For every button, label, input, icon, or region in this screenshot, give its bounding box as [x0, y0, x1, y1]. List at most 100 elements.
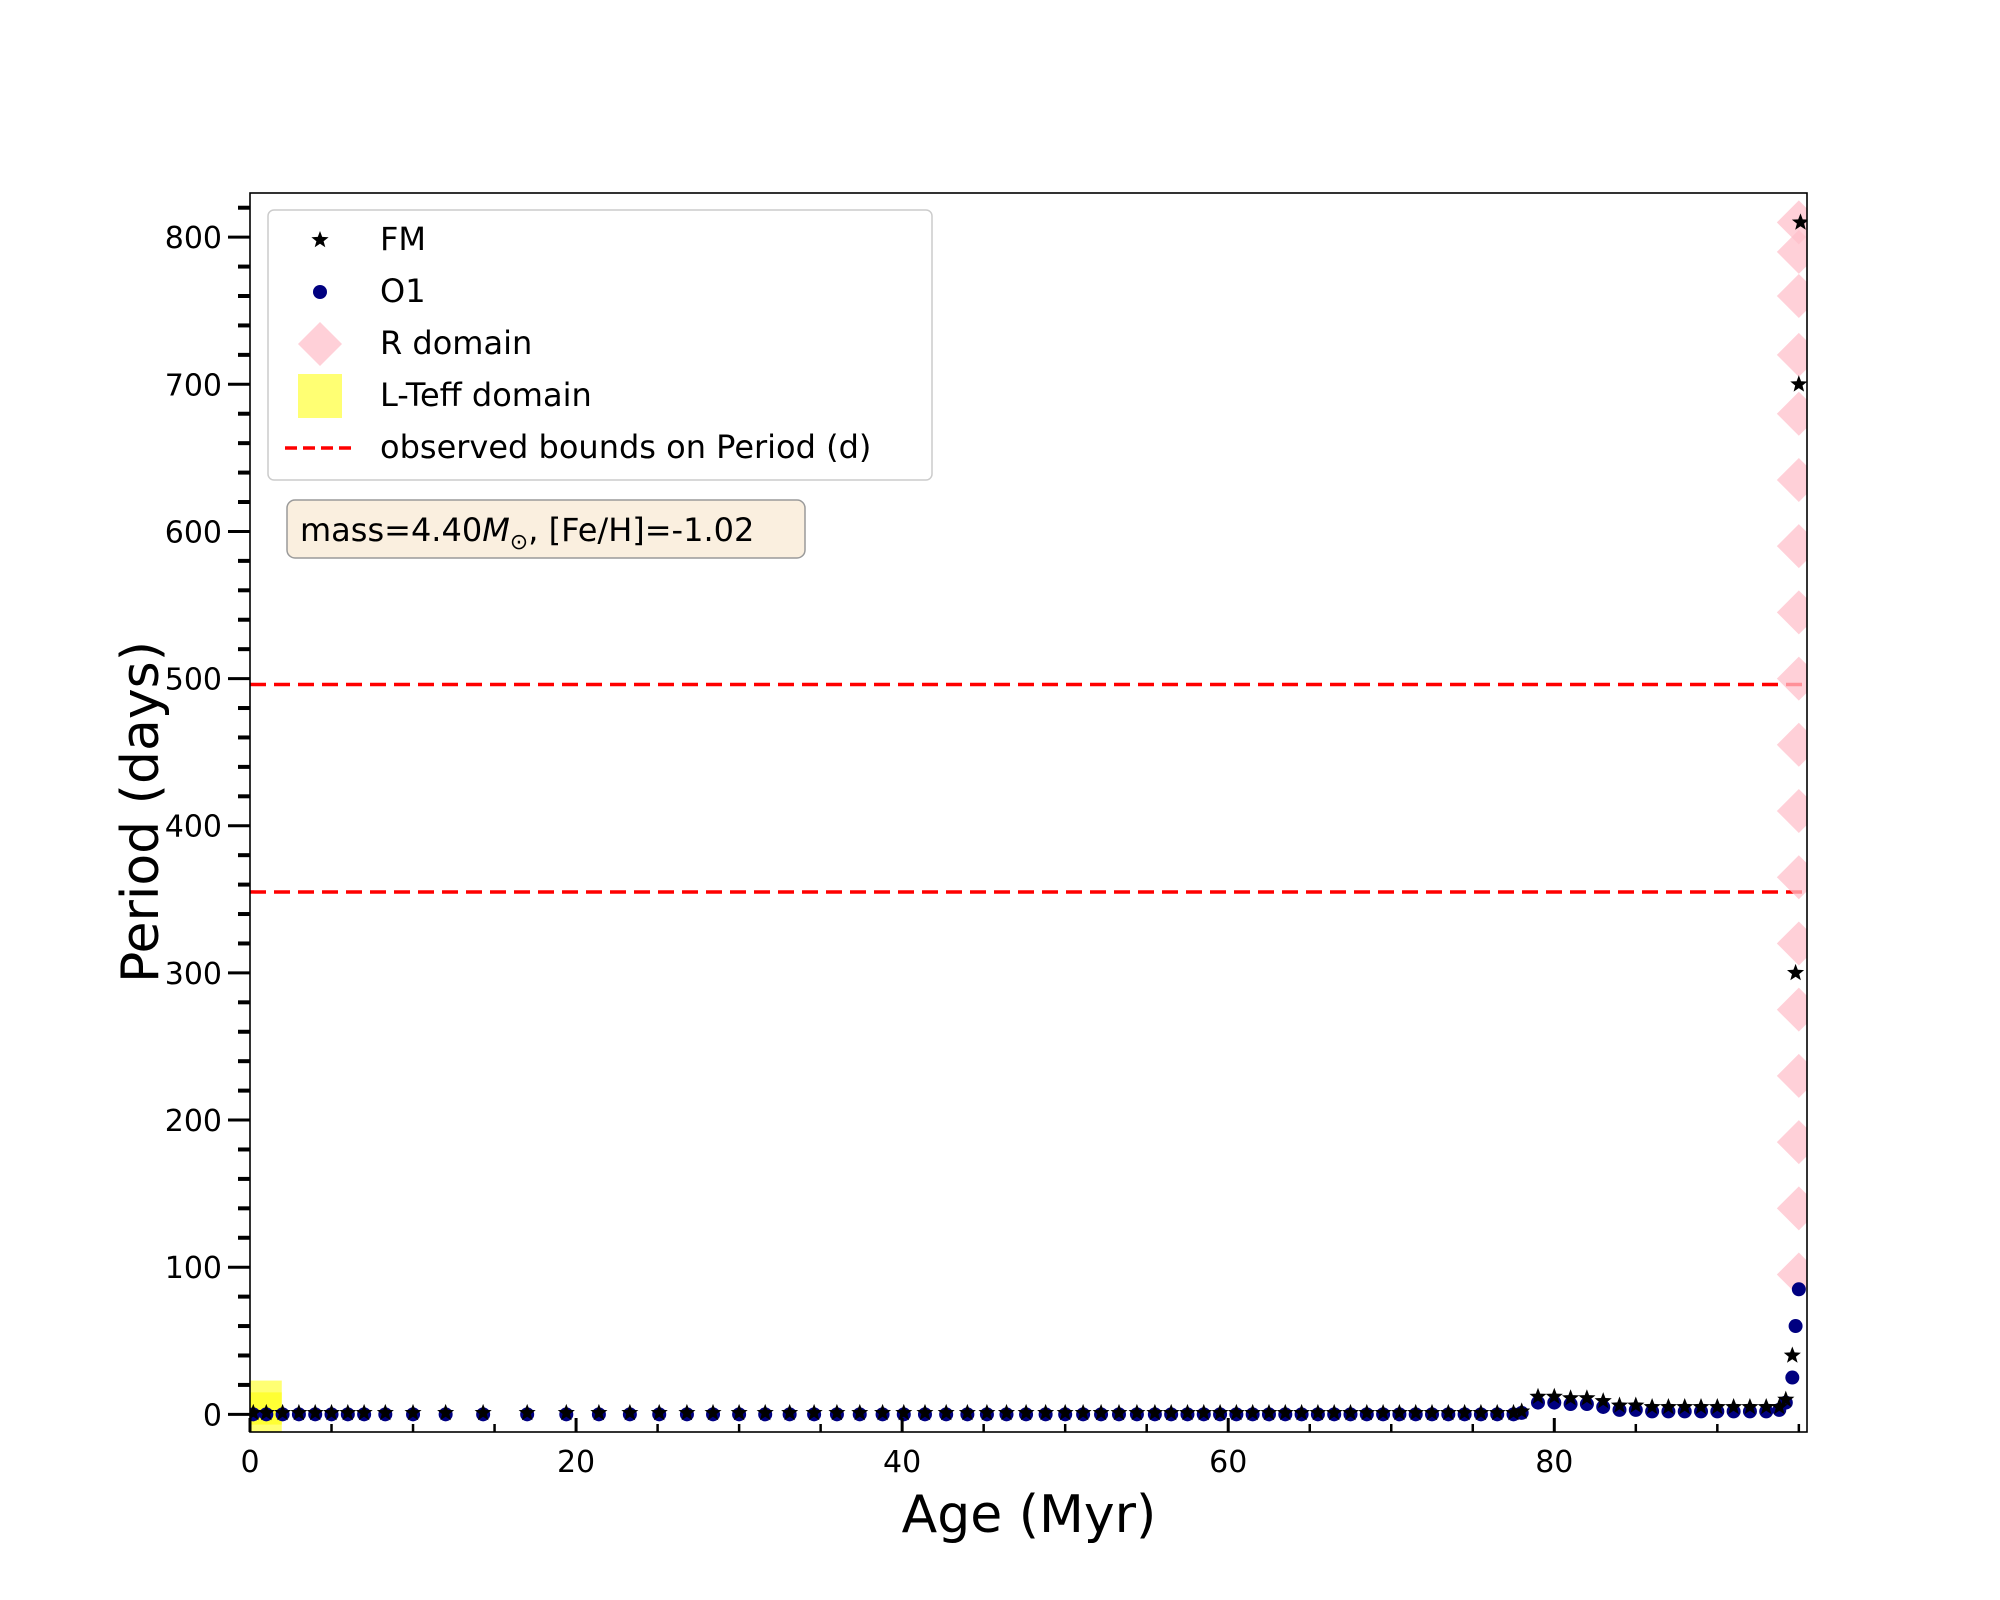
diamond-point	[1776, 457, 1807, 502]
star-point	[1529, 1387, 1547, 1404]
x-tick-label: 60	[1209, 1445, 1247, 1480]
star-point	[1037, 1403, 1055, 1421]
star-point	[376, 1403, 394, 1421]
circle-point	[1788, 1319, 1803, 1334]
star-point	[1390, 1403, 1408, 1421]
legend-label-l-teff-domain: L-Teff domain	[380, 376, 592, 414]
circle-point	[1785, 1370, 1800, 1385]
legend-handles	[285, 231, 352, 450]
star-point	[1659, 1398, 1677, 1415]
y-axis: 0 100 200 300 400 500 600 700 800	[165, 205, 250, 1433]
y-tick-label: 400	[165, 810, 222, 845]
legend-box	[267, 209, 933, 481]
star-point	[557, 1403, 575, 1421]
annotation-prefix: mass=4.40	[300, 511, 482, 549]
diamond-point	[1776, 987, 1807, 1032]
star-point	[650, 1403, 668, 1421]
star-point	[518, 1403, 536, 1421]
diamond-point	[1776, 921, 1807, 966]
y-tick-label: 100	[165, 1251, 222, 1286]
annotation-symbol: M	[482, 511, 510, 549]
star-point	[1472, 1403, 1490, 1421]
star-point	[851, 1403, 869, 1421]
y-tick-label: 600	[165, 515, 222, 550]
diamond-point	[1776, 1120, 1807, 1165]
star-point	[1770, 1398, 1788, 1415]
diamond-point	[1776, 274, 1807, 319]
star-point	[1594, 1392, 1612, 1409]
diamond-point	[1776, 590, 1807, 635]
star-point	[323, 1403, 341, 1421]
star-point	[1725, 1398, 1743, 1415]
annotation-suffix: , [Fe/H]=-1.02	[528, 511, 754, 549]
star-point	[1244, 1403, 1262, 1421]
legend-label-o1: O1	[380, 272, 426, 310]
star-point	[1341, 1403, 1360, 1421]
star-point	[355, 1403, 373, 1421]
y-tick-label: 0	[203, 1398, 222, 1433]
star-point	[590, 1403, 608, 1421]
star-point	[1757, 1398, 1775, 1415]
star-point	[1505, 1403, 1523, 1421]
star-point	[1074, 1403, 1092, 1421]
star-point	[1178, 1403, 1196, 1421]
star-point	[1276, 1403, 1294, 1421]
annotation-subscript: ⊙	[510, 530, 528, 555]
star-point	[1439, 1403, 1457, 1421]
parameter-annotation: mass=4.40M⊙, [Fe/H]=-1.02	[286, 499, 806, 559]
x-tick-label: 0	[240, 1445, 259, 1480]
star-point	[1578, 1389, 1596, 1406]
circle-point	[1791, 1282, 1806, 1297]
star-point	[895, 1403, 913, 1421]
star-point	[958, 1403, 976, 1421]
star-point	[1610, 1396, 1629, 1413]
star-point	[805, 1403, 823, 1421]
star-point	[781, 1403, 799, 1421]
diamond-point	[1776, 391, 1807, 436]
annotation-text: mass=4.40M⊙, [Fe/H]=-1.02	[300, 511, 754, 555]
y-tick-label: 200	[165, 1104, 222, 1139]
star-point	[1195, 1403, 1213, 1421]
star-point	[1162, 1403, 1180, 1421]
series-fm	[250, 213, 1807, 1421]
star-point	[250, 1403, 262, 1421]
y-tick-label: 300	[165, 957, 222, 992]
star-point	[1293, 1403, 1311, 1421]
star-point	[1407, 1403, 1425, 1421]
diamond-point	[1776, 1053, 1807, 1098]
star-point	[1017, 1403, 1035, 1421]
star-point	[1513, 1402, 1531, 1419]
star-point	[1110, 1403, 1128, 1421]
diamond-point	[1776, 524, 1807, 569]
star-point	[997, 1403, 1015, 1421]
star-point	[621, 1403, 639, 1421]
star-point	[1456, 1403, 1474, 1421]
star-point	[1146, 1403, 1164, 1421]
star-point	[678, 1403, 696, 1421]
diamond-point	[1776, 332, 1807, 377]
series-l-teff-domain	[250, 1380, 282, 1432]
diamond-point	[1776, 722, 1807, 767]
star-point	[1787, 963, 1805, 981]
star-point	[978, 1403, 996, 1421]
star-point	[1643, 1398, 1661, 1415]
star-point	[1790, 375, 1807, 392]
star-point	[437, 1403, 455, 1421]
star-point	[1128, 1403, 1146, 1421]
star-point	[1092, 1403, 1110, 1421]
annotation-box	[286, 499, 806, 559]
star-point	[1627, 1396, 1645, 1413]
x-tick-label: 20	[557, 1445, 595, 1480]
star-point	[1374, 1403, 1392, 1421]
star-point	[1708, 1398, 1726, 1415]
star-point	[937, 1403, 955, 1421]
star-point	[1791, 213, 1807, 230]
legend-handle-circle	[313, 285, 327, 299]
diamond-point	[1776, 855, 1807, 900]
data-marks	[250, 200, 1807, 1432]
diamond-point	[1776, 789, 1807, 834]
legend-label-observed-bounds: observed bounds on Period (d)	[380, 428, 871, 466]
legend-label-r-domain: R domain	[380, 324, 532, 362]
star-point	[828, 1403, 846, 1421]
